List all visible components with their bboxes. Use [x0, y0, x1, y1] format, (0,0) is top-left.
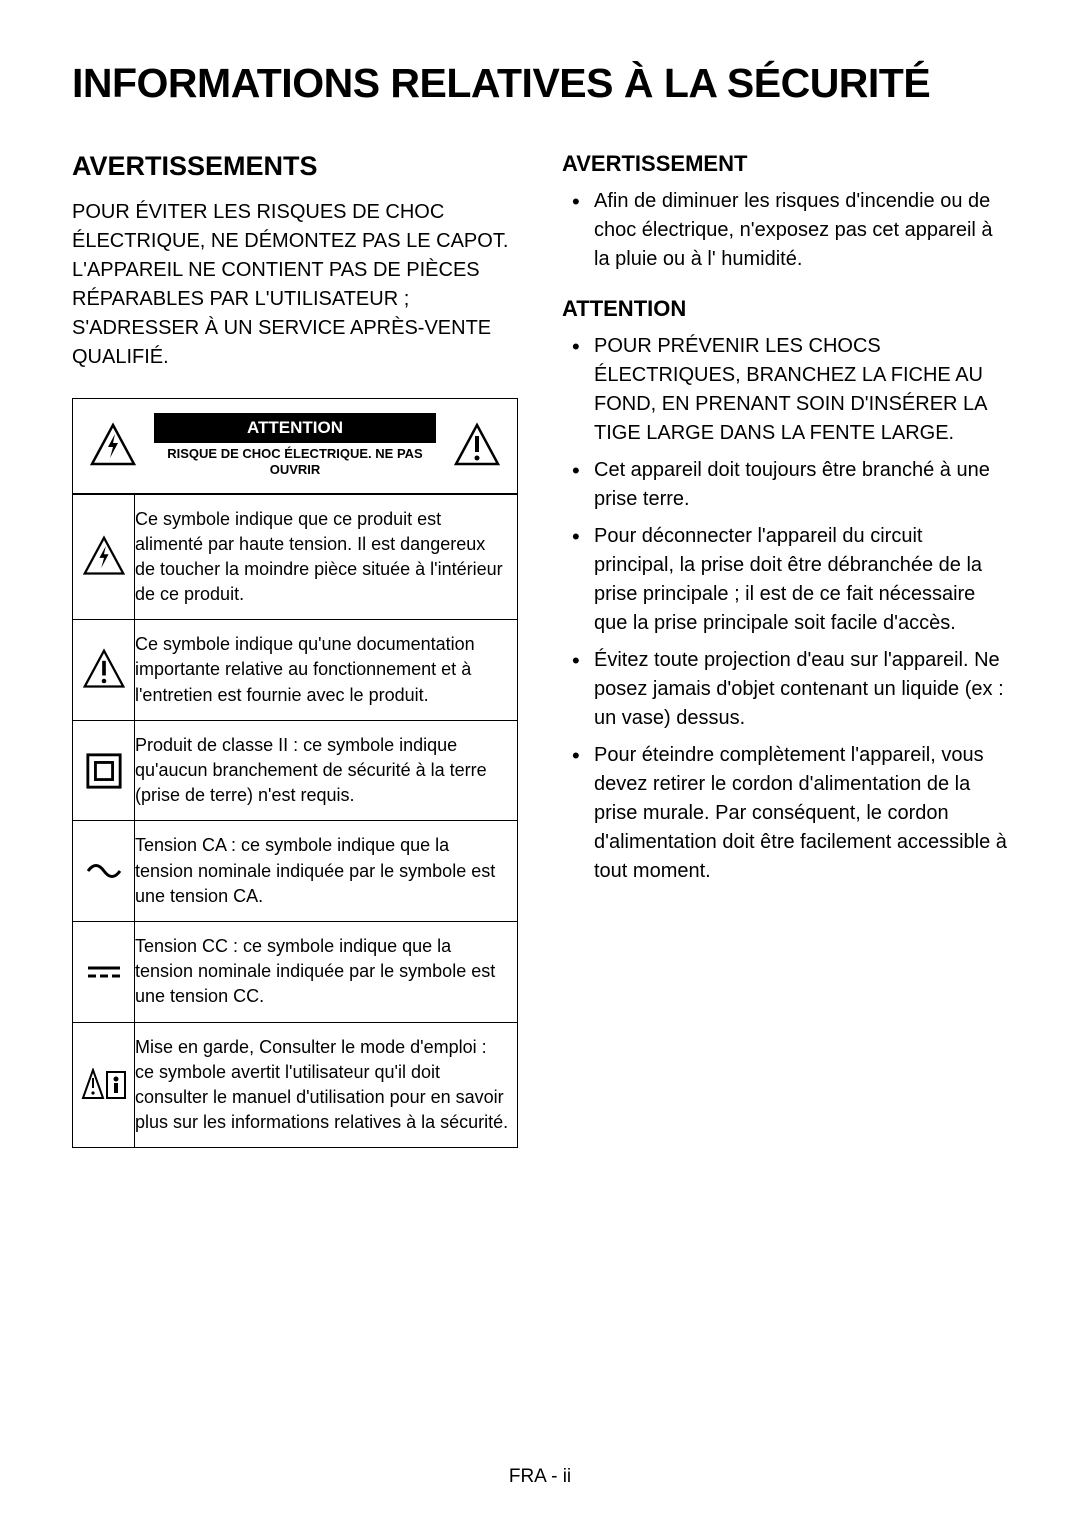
warning-list: Afin de diminuer les risques d'incendie …: [562, 187, 1008, 274]
high-voltage-icon: [85, 422, 142, 470]
symbol-description: Mise en garde, Consulter le mode d'emplo…: [135, 1035, 509, 1136]
attention-table: ATTENTION RISQUE DE CHOC ÉLECTRIQUE. NE …: [72, 398, 518, 1148]
warning-heading: AVERTISSEMENT: [562, 151, 1008, 177]
attention-header: ATTENTION RISQUE DE CHOC ÉLECTRIQUE. NE …: [73, 399, 517, 494]
table-row: Tension CA : ce symbole indique que la t…: [73, 820, 517, 921]
class-ii-icon: [73, 721, 135, 821]
exclamation-icon: [73, 620, 135, 720]
attention-list: POUR PRÉVENIR LES CHOCS ÉLECTRIQUES, BRA…: [562, 332, 1008, 886]
attention-header-label: ATTENTION: [154, 413, 437, 443]
right-column: AVERTISSEMENT Afin de diminuer les risqu…: [562, 151, 1008, 1148]
left-column: AVERTISSEMENTS POUR ÉVITER LES RISQUES D…: [72, 151, 518, 1148]
table-row: Mise en garde, Consulter le mode d'emplo…: [73, 1022, 517, 1148]
symbol-description: Tension CA : ce symbole indique que la t…: [135, 833, 509, 909]
page-footer: FRA - ii: [0, 1466, 1080, 1488]
intro-text: POUR ÉVITER LES RISQUES DE CHOC ÉLECTRIQ…: [72, 198, 518, 372]
table-row: Ce symbole indique que ce produit est al…: [73, 494, 517, 620]
attention-heading: ATTENTION: [562, 296, 1008, 322]
list-item: POUR PRÉVENIR LES CHOCS ÉLECTRIQUES, BRA…: [568, 332, 1008, 448]
list-item: Évitez toute projection d'eau sur l'appa…: [568, 646, 1008, 733]
ac-icon: [73, 821, 135, 921]
table-row: Produit de classe II : ce symbole indiqu…: [73, 720, 517, 821]
symbol-description: Ce symbole indique que ce produit est al…: [135, 507, 509, 608]
attention-header-sublabel: RISQUE DE CHOC ÉLECTRIQUE. NE PAS OUVRIR: [154, 446, 437, 479]
symbol-description: Tension CC : ce symbole indique que la t…: [135, 934, 509, 1010]
consult-manual-icon: [73, 1023, 135, 1148]
dc-icon: [73, 922, 135, 1022]
list-item: Afin de diminuer les risques d'incendie …: [568, 187, 1008, 274]
symbol-description: Ce symbole indique qu'une documentation …: [135, 632, 509, 708]
table-row: Tension CC : ce symbole indique que la t…: [73, 921, 517, 1022]
list-item: Cet appareil doit toujours être branché …: [568, 456, 1008, 514]
exclamation-icon: [448, 422, 505, 470]
symbol-description: Produit de classe II : ce symbole indiqu…: [135, 733, 509, 809]
list-item: Pour éteindre complètement l'appareil, v…: [568, 741, 1008, 886]
attention-header-labelbox: ATTENTION RISQUE DE CHOC ÉLECTRIQUE. NE …: [154, 413, 437, 479]
content-columns: AVERTISSEMENTS POUR ÉVITER LES RISQUES D…: [72, 151, 1008, 1148]
list-item: Pour déconnecter l'appareil du circuit p…: [568, 522, 1008, 638]
high-voltage-icon: [73, 495, 135, 620]
warnings-heading: AVERTISSEMENTS: [72, 151, 518, 182]
table-row: Ce symbole indique qu'une documentation …: [73, 619, 517, 720]
page-title: INFORMATIONS RELATIVES À LA SÉCURITÉ: [72, 60, 1008, 107]
